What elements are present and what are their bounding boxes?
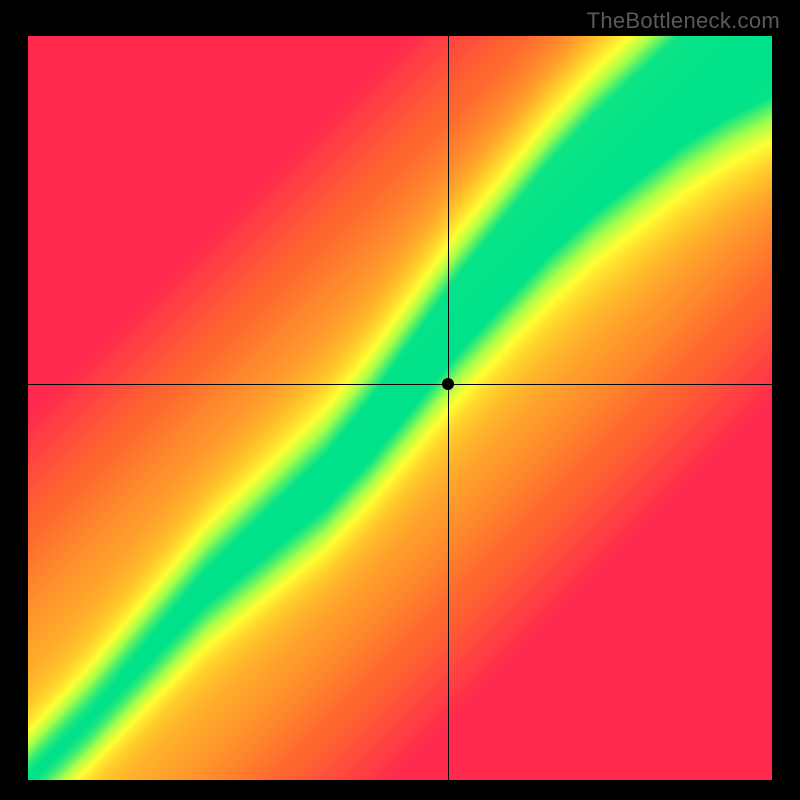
chart-container: TheBottleneck.com bbox=[0, 0, 800, 800]
bottleneck-heatmap bbox=[28, 36, 772, 780]
watermark-text: TheBottleneck.com bbox=[587, 8, 780, 34]
selection-marker bbox=[442, 378, 454, 390]
crosshair-vertical bbox=[448, 36, 449, 780]
crosshair-horizontal bbox=[28, 384, 772, 385]
